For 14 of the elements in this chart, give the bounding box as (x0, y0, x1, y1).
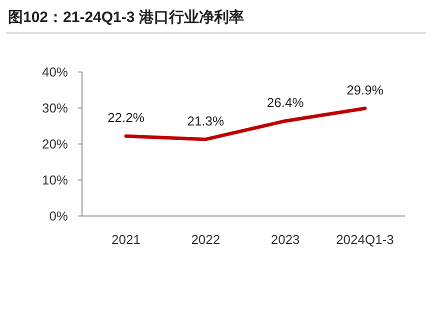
x-tick-label: 2021 (112, 232, 140, 247)
x-tick-label: 2022 (191, 232, 220, 247)
y-tick-label: 40% (42, 64, 68, 80)
data-label: 21.3% (187, 113, 225, 128)
y-tick-label: 0% (49, 208, 68, 224)
data-label: 22.2% (108, 110, 145, 126)
y-tick-label: 10% (42, 172, 68, 188)
y-tick-label: 30% (42, 100, 68, 116)
chart-title: 图102：21-24Q1-3 港口行业净利率 (8, 8, 244, 26)
y-tick-label: 20% (42, 136, 68, 152)
data-label: 26.4% (266, 94, 304, 110)
x-tick-label: 2023 (270, 232, 300, 247)
data-label: 29.9% (346, 82, 384, 98)
x-tick-label: 2024Q1-3 (336, 232, 394, 247)
